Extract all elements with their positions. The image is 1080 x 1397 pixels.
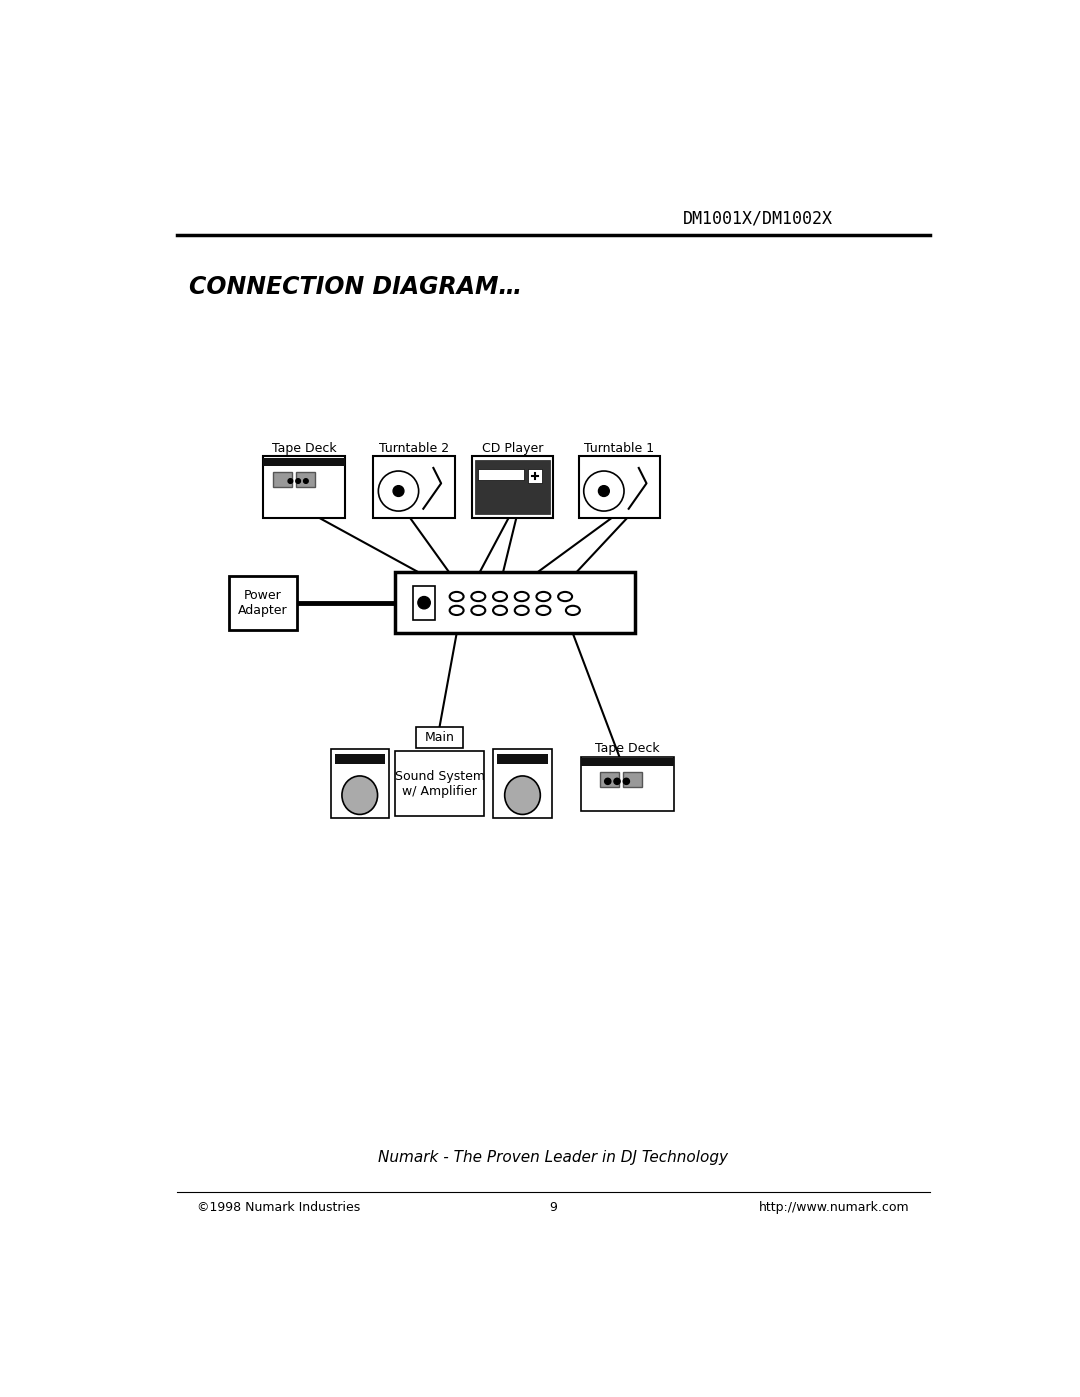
Ellipse shape: [566, 606, 580, 615]
Bar: [478, 469, 525, 481]
Bar: [264, 457, 345, 518]
Ellipse shape: [537, 592, 551, 601]
Circle shape: [418, 597, 430, 609]
Text: Sound System
w/ Amplifier: Sound System w/ Amplifier: [394, 770, 485, 798]
Circle shape: [605, 778, 611, 784]
Text: ©1998 Numark Industries: ©1998 Numark Industries: [197, 1200, 361, 1214]
Bar: [416, 726, 463, 749]
Bar: [600, 773, 619, 788]
Text: Main: Main: [424, 731, 455, 745]
Text: Tape Deck: Tape Deck: [272, 441, 336, 455]
Bar: [579, 457, 660, 518]
Bar: [394, 571, 635, 633]
Ellipse shape: [342, 775, 378, 814]
Text: Turntable 1: Turntable 1: [584, 441, 654, 455]
Text: http://www.numark.com: http://www.numark.com: [759, 1200, 910, 1214]
Text: DM1001X/DM1002X: DM1001X/DM1002X: [683, 210, 833, 228]
Bar: [528, 469, 542, 482]
Bar: [414, 585, 435, 620]
Circle shape: [623, 778, 630, 784]
Text: CONNECTION DIAGRAM…: CONNECTION DIAGRAM…: [189, 275, 523, 299]
Ellipse shape: [558, 592, 572, 601]
Circle shape: [598, 486, 609, 496]
Ellipse shape: [504, 775, 540, 814]
Circle shape: [303, 479, 308, 483]
Bar: [374, 457, 455, 518]
Text: Tape Deck: Tape Deck: [595, 742, 660, 756]
Bar: [264, 458, 345, 465]
Bar: [330, 749, 389, 819]
Bar: [273, 472, 292, 488]
Bar: [581, 757, 674, 810]
Ellipse shape: [515, 592, 529, 601]
Ellipse shape: [515, 606, 529, 615]
Bar: [497, 753, 548, 764]
Bar: [581, 759, 674, 766]
Circle shape: [583, 471, 624, 511]
Circle shape: [613, 778, 620, 784]
Text: Power
Adapter: Power Adapter: [238, 588, 287, 616]
Circle shape: [378, 471, 419, 511]
Bar: [475, 460, 550, 514]
Circle shape: [296, 479, 300, 483]
Ellipse shape: [471, 606, 485, 615]
Ellipse shape: [449, 592, 463, 601]
Text: CD Player: CD Player: [482, 441, 543, 455]
Circle shape: [393, 486, 404, 496]
Ellipse shape: [494, 606, 507, 615]
Bar: [229, 576, 297, 630]
Ellipse shape: [471, 592, 485, 601]
Ellipse shape: [494, 592, 507, 601]
Text: 9: 9: [550, 1200, 557, 1214]
Circle shape: [288, 479, 293, 483]
Bar: [296, 472, 314, 488]
Bar: [494, 749, 552, 819]
Ellipse shape: [537, 606, 551, 615]
Ellipse shape: [449, 606, 463, 615]
Bar: [472, 457, 553, 518]
Bar: [335, 753, 384, 764]
Bar: [623, 773, 642, 788]
Text: Turntable 2: Turntable 2: [379, 441, 449, 455]
Text: Numark - The Proven Leader in DJ Technology: Numark - The Proven Leader in DJ Technol…: [378, 1150, 729, 1165]
Bar: [395, 752, 484, 816]
